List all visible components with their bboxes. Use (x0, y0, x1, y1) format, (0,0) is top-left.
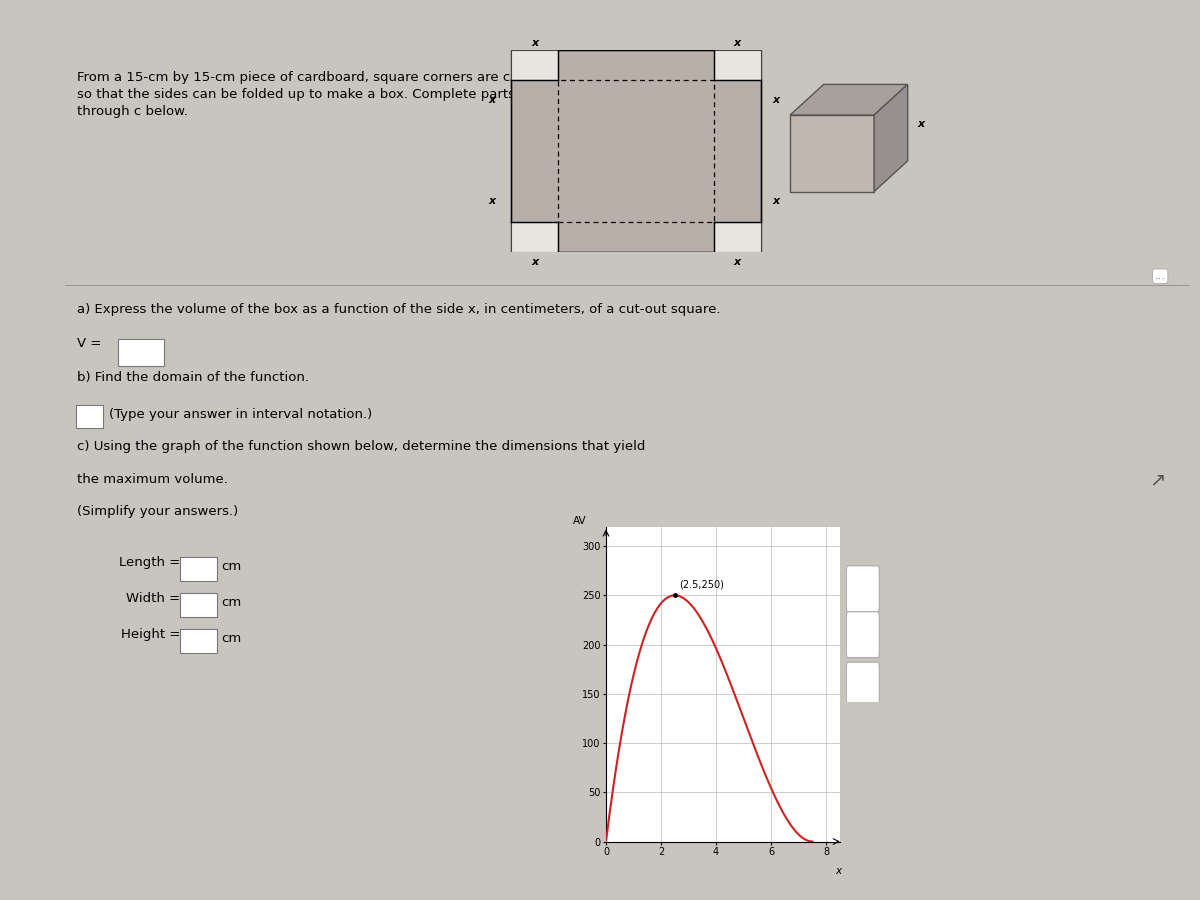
FancyBboxPatch shape (846, 566, 880, 612)
Text: x: x (734, 39, 740, 49)
Text: c) Using the graph of the function shown below, determine the dimensions that yi: c) Using the graph of the function shown… (77, 440, 646, 454)
Polygon shape (874, 85, 907, 192)
Text: x: x (773, 196, 780, 206)
FancyBboxPatch shape (846, 612, 880, 658)
Text: cm: cm (221, 560, 241, 573)
Text: V =: V = (77, 337, 101, 350)
Polygon shape (511, 50, 761, 252)
Text: x: x (918, 119, 925, 130)
Polygon shape (790, 115, 874, 192)
FancyBboxPatch shape (180, 629, 217, 653)
Polygon shape (511, 50, 558, 80)
Text: so that the sides can be folded up to make a box. Complete parts a: so that the sides can be folded up to ma… (77, 88, 527, 101)
FancyBboxPatch shape (76, 405, 103, 428)
Text: ↗: ↗ (1150, 470, 1165, 490)
Text: cm: cm (221, 596, 241, 609)
Text: (Simplify your answers.): (Simplify your answers.) (77, 506, 238, 518)
Text: the maximum volume.: the maximum volume. (77, 472, 228, 486)
Text: ⧉: ⧉ (859, 677, 866, 690)
Polygon shape (511, 221, 558, 252)
Polygon shape (790, 85, 907, 115)
Polygon shape (714, 221, 761, 252)
Text: AV: AV (572, 517, 587, 526)
Text: From a 15-cm by 15-cm piece of cardboard, square corners are cut out: From a 15-cm by 15-cm piece of cardboard… (77, 70, 550, 84)
Text: x: x (835, 866, 841, 876)
FancyBboxPatch shape (180, 593, 217, 617)
Text: x: x (488, 196, 496, 206)
Text: through c below.: through c below. (77, 105, 187, 118)
FancyBboxPatch shape (180, 557, 217, 581)
Text: (2.5,250): (2.5,250) (679, 580, 724, 590)
Text: -: - (860, 626, 865, 640)
Text: x: x (532, 257, 538, 267)
Text: x: x (773, 95, 780, 105)
Text: (Type your answer in interval notation.): (Type your answer in interval notation.) (109, 408, 372, 420)
Text: Width =: Width = (126, 592, 180, 606)
Text: x: x (734, 257, 740, 267)
Text: b) Find the domain of the function.: b) Find the domain of the function. (77, 372, 308, 384)
Text: Length =: Length = (119, 556, 180, 569)
Text: ...: ... (1154, 271, 1165, 281)
Polygon shape (714, 50, 761, 80)
Text: Height =: Height = (121, 628, 180, 642)
FancyBboxPatch shape (118, 338, 164, 366)
Text: +: + (858, 580, 868, 594)
Text: a) Express the volume of the box as a function of the side x, in centimeters, of: a) Express the volume of the box as a fu… (77, 302, 720, 316)
Text: cm: cm (221, 632, 241, 645)
FancyBboxPatch shape (846, 662, 880, 708)
Text: x: x (532, 39, 538, 49)
Text: x: x (488, 95, 496, 105)
